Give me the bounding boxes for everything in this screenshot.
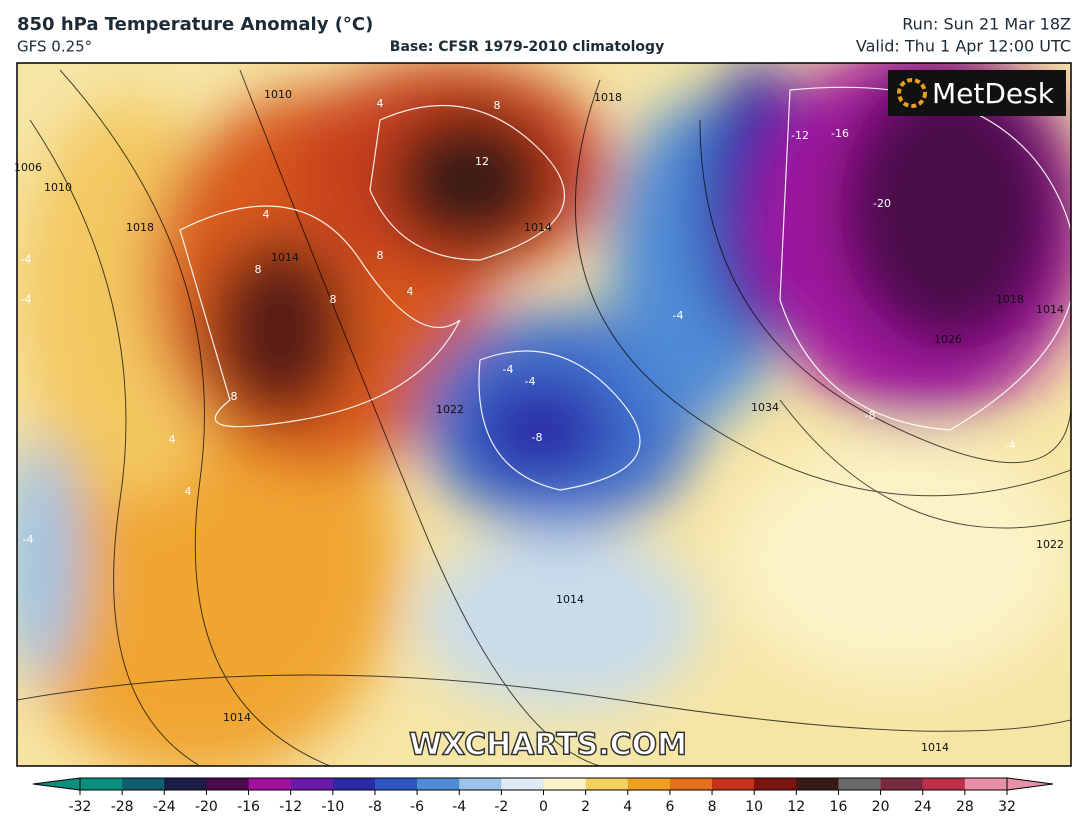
colorbar-segment: [459, 778, 502, 790]
colorbar-tick-label: -16: [237, 799, 260, 815]
anomaly-label: -4: [503, 363, 514, 376]
colorbar-tick-label: -12: [279, 799, 302, 815]
watermark: WXCHARTS.COM: [409, 728, 687, 763]
colorbar-tick-label: 16: [830, 799, 848, 815]
colorbar-tick-label: 4: [623, 799, 632, 815]
isobar-label: 1034: [751, 401, 779, 414]
anomaly-label: -4: [1005, 439, 1016, 452]
colorbar-segment: [754, 778, 797, 790]
colorbar-end: [32, 777, 81, 791]
isobar-label: 1014: [556, 593, 584, 606]
colorbar-segment: [964, 778, 1008, 790]
anomaly-label: -4: [21, 293, 32, 306]
isobar-label: 1018: [996, 293, 1024, 306]
anomaly-label: 12: [475, 155, 489, 168]
anomaly-label: 4: [263, 208, 270, 221]
logo-icon: [897, 78, 927, 108]
colorbar-segment: [543, 778, 587, 790]
colorbar-tick-label: 32: [998, 799, 1016, 815]
map-frame: [16, 62, 1072, 767]
colorbar-tick-label: -28: [111, 799, 134, 815]
logo: MetDesk: [932, 77, 1055, 110]
colorbar-segment: [374, 778, 418, 790]
colorbar-segment: [417, 778, 460, 790]
colorbar-segment: [585, 778, 629, 790]
anomaly-label: 4: [377, 97, 384, 110]
isobar-label: 1010: [264, 88, 292, 101]
isobar-label: 1014: [524, 221, 552, 234]
colorbar-segment: [80, 778, 123, 790]
colorbar-tick-label: -24: [153, 799, 176, 815]
colorbar-segment: [838, 778, 882, 790]
colorbar-segment: [880, 778, 924, 790]
colorbar-tick-label: 10: [745, 799, 763, 815]
colorbar-tick-label: 12: [787, 799, 805, 815]
colorbar-segment: [501, 778, 544, 790]
isobar-label: 1022: [436, 403, 464, 416]
colorbar-tick-label: 0: [539, 799, 548, 815]
isobar-label: 1018: [594, 91, 622, 104]
anomaly-label: -8: [865, 409, 876, 422]
colorbar-tick-label: -4: [452, 799, 466, 815]
colorbar-tick-label: -8: [368, 799, 382, 815]
isobar-label: 1014: [223, 711, 251, 724]
anomaly-label: 8: [377, 249, 384, 262]
colorbar-segment: [290, 778, 334, 790]
anomaly-label: -4: [21, 253, 32, 266]
anomaly-label: -8: [532, 431, 543, 444]
colorbar-tick-label: -32: [69, 799, 92, 815]
isobar-label: 1006: [14, 161, 42, 174]
colorbar-tick-label: -20: [195, 799, 218, 815]
anomaly-label: -4: [23, 533, 34, 546]
anomaly-label: 4: [169, 433, 176, 446]
colorbar-tick-label: -6: [410, 799, 424, 815]
run: Run: Sun 21 Mar 18Z: [902, 15, 1071, 34]
anomaly-label: 4: [407, 285, 414, 298]
colorbar-tick-label: 28: [956, 799, 974, 815]
colorbar-tick-label: 2: [581, 799, 590, 815]
colorbar-segment: [164, 778, 207, 790]
colorbar-segment: [669, 778, 713, 790]
anomaly-label: 4: [185, 485, 192, 498]
colorbar-segment: [332, 778, 376, 790]
isobar-label: 1014: [1036, 303, 1064, 316]
colorbar-segment: [712, 778, 755, 790]
isobar-label: 1026: [934, 333, 962, 346]
valid: Valid: Thu 1 Apr 12:00 UTC: [856, 37, 1071, 56]
colorbar-tick-label: 6: [665, 799, 674, 815]
colorbar-tick-label: 20: [872, 799, 890, 815]
colorbar-segment: [796, 778, 839, 790]
title: 850 hPa Temperature Anomaly (°C): [17, 14, 373, 35]
colorbar-segment: [248, 778, 292, 790]
anomaly-label: 8: [494, 99, 501, 112]
anomaly-label: -4: [673, 309, 684, 322]
isobar-label: 1022: [1036, 538, 1064, 551]
anomaly-label: -12: [791, 129, 809, 142]
colorbar-segment: [922, 778, 966, 790]
colorbar-tick-label: 8: [708, 799, 717, 815]
anomaly-label: 8: [255, 263, 262, 276]
isobar-label: 1018: [126, 221, 154, 234]
model: GFS 0.25°: [17, 38, 92, 56]
colorbar-tick-label: -10: [321, 799, 344, 815]
isobar-label: 1014: [271, 251, 299, 264]
anomaly-label: -16: [831, 127, 849, 140]
isobar-label: 1014: [921, 741, 949, 754]
colorbar-end: [1006, 777, 1054, 791]
anomaly-label: 8: [231, 390, 238, 403]
base: Base: CFSR 1979-2010 climatology: [390, 39, 664, 55]
colorbar-segment: [206, 778, 250, 790]
anomaly-label: -20: [873, 197, 891, 210]
colorbar-tick-label: -2: [494, 799, 508, 815]
colorbar-segment: [627, 778, 671, 790]
logo-box: [888, 70, 1066, 116]
map-field: [17, 63, 1071, 766]
isobar-label: 1010: [44, 181, 72, 194]
colorbar-tick-label: 24: [914, 799, 932, 815]
anomaly-label: 8: [330, 293, 337, 306]
anomaly-label: -4: [525, 375, 536, 388]
colorbar-segment: [122, 778, 165, 790]
